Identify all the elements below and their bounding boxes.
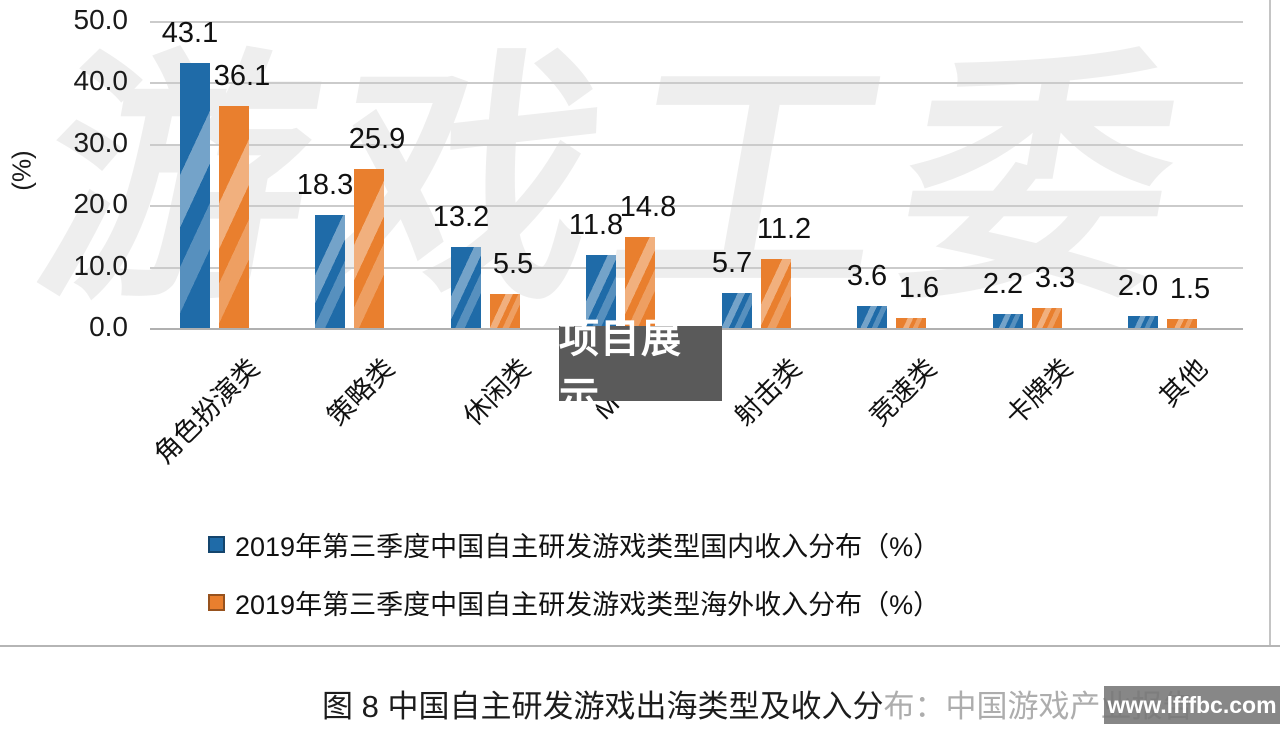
value-label: 5.5 [492,248,534,280]
y-tick-label: 40.0 [73,65,129,96]
value-label: 5.7 [711,247,753,279]
category-label: 角色扮演类 [148,352,266,470]
bar-domestic [586,255,616,328]
project-display-badge: 项目展示 [559,317,722,419]
category-label: 卡牌类 [999,352,1079,432]
bar-domestic [451,247,481,328]
bar-overseas [1032,308,1062,328]
bar-chart-plot: (%) 50.0 40.0 30.0 20.0 10.0 0.0 43.1 36.1 角色扮演类… [7,4,1243,470]
chart-frame-right-border [1269,0,1271,646]
value-label: 11.8 [568,209,624,241]
gridline-10.0 [150,267,1243,269]
bar-domestic [1128,316,1158,328]
value-label: 11.2 [756,213,812,245]
category-label: 射击类 [728,352,808,432]
value-label: 2.0 [1117,270,1159,302]
bar-overseas [625,237,655,328]
value-label: 25.9 [348,123,406,155]
y-tick-label: 0.0 [89,311,128,342]
bar-overseas [219,106,249,328]
value-label: 13.2 [432,201,490,233]
value-label: 2.2 [982,268,1024,300]
bar-domestic [315,215,345,328]
legend-item-domestic: 2019年第三季度中国自主研发游戏类型国内收入分布（%） [208,527,941,562]
category-label: 其他 [1153,352,1214,413]
bar-overseas [354,169,384,328]
y-tick-label: 20.0 [73,188,129,219]
legend-label-domestic: 2019年第三季度中国自主研发游戏类型国内收入分布（%） [235,531,941,562]
category-label: 休闲类 [457,352,537,432]
gridline-40.0 [150,82,1243,84]
y-tick-label: 10.0 [73,250,129,281]
value-label: 43.1 [161,17,219,49]
bar-domestic [180,63,210,328]
legend-swatch-overseas [208,593,225,611]
value-label: 36.1 [213,60,271,92]
value-label: 1.5 [1169,273,1211,305]
category-label: 策略类 [321,352,401,432]
category-label: 竞速类 [863,352,943,432]
figure-caption-main: 图 8 中国自主研发游戏出海类型及收入分 [322,689,884,724]
bar-domestic [993,314,1023,328]
gridline-30.0 [150,144,1243,146]
gridline-50.0 [150,21,1243,23]
bar-overseas [490,294,520,328]
chart-frame-bottom-divider [0,645,1280,647]
figure-caption: 图 8 中国自主研发游戏出海类型及收入分布：中国游戏产业报告 [322,681,1193,726]
value-label: 14.8 [619,191,677,223]
legend-label-overseas: 2019年第三季度中国自主研发游戏类型海外收入分布（%） [235,589,941,620]
legend-item-overseas: 2019年第三季度中国自主研发游戏类型海外收入分布（%） [208,585,941,620]
bar-domestic [722,293,752,328]
bar-overseas [1167,319,1197,328]
y-tick-label: 50.0 [73,4,129,35]
bar-overseas [896,318,926,328]
bar-domestic [857,306,887,328]
value-label: 3.6 [846,260,888,292]
y-tick-label: 30.0 [73,127,129,158]
chart-area: 游戏工委 (%) 50.0 40.0 30.0 20.0 10.0 0.0 43.1 36.1… [0,0,1280,647]
chart-legend: 2019年第三季度中国自主研发游戏类型国内收入分布（%） 2019年第三季度中国… [208,527,940,643]
gridline-20.0 [150,205,1243,207]
bar-overseas [761,259,791,328]
value-label: 1.6 [898,272,940,304]
legend-swatch-domestic [208,535,225,553]
value-label: 3.3 [1034,262,1076,294]
value-label: 18.3 [296,169,354,201]
site-watermark-badge: www.lfffbc.com [1104,686,1280,724]
